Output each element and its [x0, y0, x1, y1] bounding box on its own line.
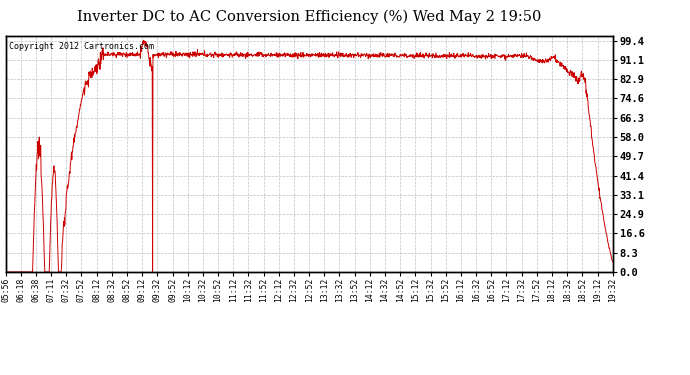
Text: Inverter DC to AC Conversion Efficiency (%) Wed May 2 19:50: Inverter DC to AC Conversion Efficiency …	[77, 9, 542, 24]
Text: Copyright 2012 Cartronics.com: Copyright 2012 Cartronics.com	[8, 42, 154, 51]
